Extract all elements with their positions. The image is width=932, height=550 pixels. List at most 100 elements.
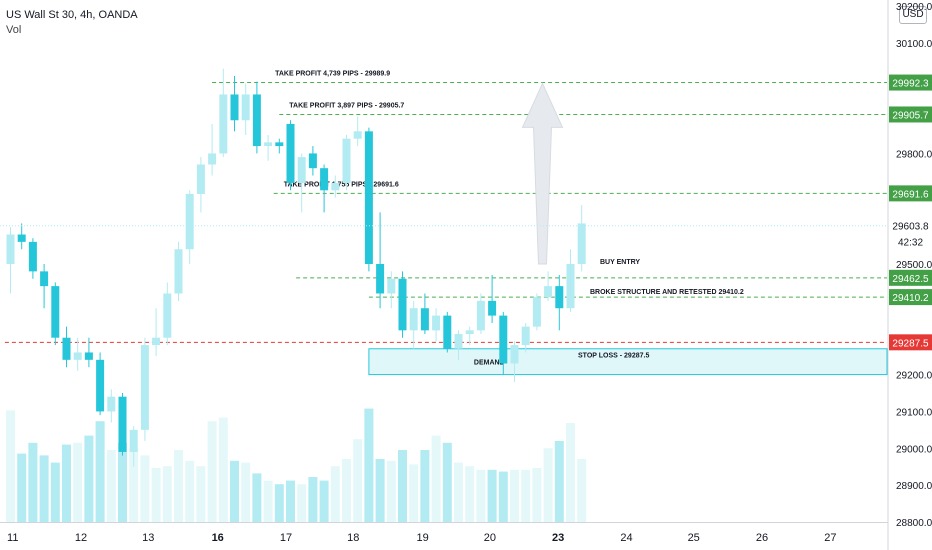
candle-body	[454, 334, 463, 349]
y-tick-label: 29100.0	[896, 407, 932, 418]
level-badge-bg	[889, 289, 932, 306]
countdown-badge-bg	[889, 233, 932, 250]
x-tick-label: 16	[212, 532, 224, 544]
candle-body	[73, 352, 82, 360]
candle-body	[398, 278, 407, 331]
volume-bar	[17, 453, 27, 522]
candles	[0, 68, 887, 467]
candle-body	[264, 142, 273, 147]
level-label: STOP LOSS - 29287.5	[578, 352, 649, 359]
x-tick-label: 27	[824, 532, 836, 544]
volume-bar	[566, 423, 575, 522]
y-tick-label: 30200.0	[896, 2, 932, 13]
volume-bar	[308, 477, 318, 522]
candle-body	[364, 131, 373, 264]
volume-label: Vol	[6, 24, 22, 36]
candle-body	[297, 157, 306, 183]
volume-bar	[129, 448, 139, 522]
level-label: TAKE PROFIT 1,755 PIPS - 29691.6	[284, 181, 399, 188]
candle-body	[96, 359, 105, 412]
candle-body	[275, 142, 284, 147]
up-arrow	[521, 82, 564, 265]
candle-body	[476, 300, 485, 331]
volume-bar	[353, 439, 363, 522]
volume-bar	[218, 417, 228, 522]
volume-bar	[577, 459, 587, 522]
x-tick-label: 23	[552, 532, 564, 544]
volume-bar	[543, 448, 553, 522]
volume-bar	[140, 455, 150, 522]
x-tick-label: 18	[347, 532, 359, 544]
candle-body	[17, 234, 26, 242]
x-tick-label: 25	[688, 532, 700, 544]
candle-body	[230, 94, 239, 121]
volume-bar	[174, 450, 183, 522]
level-badge: 29462.5	[892, 274, 929, 285]
candle-body	[107, 396, 116, 412]
candle-body	[521, 326, 530, 346]
candle-body	[577, 223, 586, 264]
volume-bar	[554, 441, 564, 522]
level-badge: 29905.7	[892, 110, 929, 121]
y-tick-label: 28900.0	[896, 481, 932, 492]
x-tick-label: 13	[142, 532, 154, 544]
candle-body	[465, 330, 474, 335]
volume-bar	[319, 480, 329, 522]
volume-bar	[196, 466, 206, 522]
volume-bar	[50, 462, 60, 522]
candle-body	[62, 337, 71, 360]
volume-bar	[420, 450, 430, 522]
volume-bar	[465, 466, 475, 522]
volume-bar	[386, 460, 396, 522]
candle-body	[84, 352, 93, 360]
candle-body	[320, 168, 329, 191]
candle-body	[51, 286, 60, 338]
volume-bar	[252, 473, 262, 522]
volume-bar	[409, 464, 419, 522]
chart-title: US Wall St 30, 4h, OANDA	[6, 9, 138, 21]
volume-bar	[398, 450, 407, 522]
x-tick-label: 17	[280, 532, 292, 544]
volume-bar	[487, 469, 497, 522]
candle-body	[499, 315, 508, 364]
volume-bar	[364, 408, 374, 522]
volume-bar	[442, 442, 452, 522]
volume-bar	[151, 468, 161, 522]
candle-body	[40, 271, 49, 287]
candle-body	[566, 264, 575, 309]
candle-body	[488, 300, 497, 316]
level-badge-bg	[889, 106, 932, 123]
candle-body	[544, 286, 553, 298]
candle-body	[174, 249, 183, 294]
volume-bar	[532, 468, 542, 522]
candle-body	[420, 308, 429, 331]
candle-body	[555, 286, 564, 309]
volume-bar	[498, 471, 508, 522]
volume-bar	[106, 450, 116, 522]
volume-bar	[162, 466, 172, 522]
level-badge-bg	[889, 74, 932, 91]
x-tick-label: 19	[417, 532, 429, 544]
volume-bar	[521, 469, 531, 522]
candle-body	[219, 94, 228, 154]
volume-bar	[207, 421, 217, 522]
volume-bar	[431, 435, 441, 522]
candle-body	[308, 153, 317, 169]
candle-body	[353, 131, 362, 139]
volume-bar	[510, 469, 519, 522]
demand-zone-label: DEMAND	[474, 360, 505, 367]
volume-bar	[118, 442, 127, 522]
level-badge-bg	[889, 269, 932, 286]
level-badge-bg	[889, 185, 932, 202]
x-tick-label: 12	[75, 532, 87, 544]
volume-bar	[28, 442, 38, 522]
candle-body	[196, 164, 205, 194]
level-label: TAKE PROFIT 4,739 PIPS - 29989.9	[275, 71, 390, 78]
currency-button[interactable]: USD	[899, 6, 927, 24]
level-label: TAKE PROFIT 3,897 PIPS - 29905.7	[289, 102, 404, 109]
candle-body	[252, 94, 261, 147]
candle-body	[140, 345, 149, 430]
volume-bar	[39, 455, 49, 522]
